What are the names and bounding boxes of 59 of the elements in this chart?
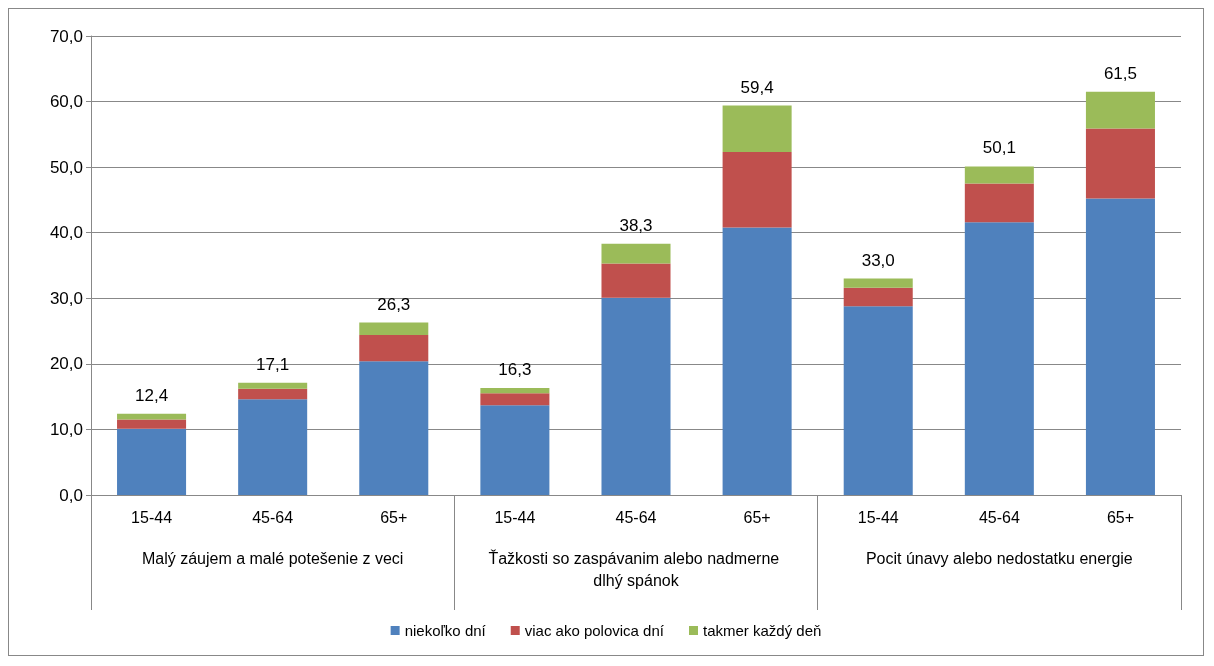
y-tick-label: 20,0 [49, 354, 83, 374]
bar [1085, 198, 1155, 495]
text: Pocit únavy alebo nedostatku energie [865, 549, 1133, 567]
bar [359, 322, 429, 336]
x-tick-label: 65+ [1106, 508, 1135, 526]
total-label: 59,4 [740, 77, 774, 97]
x-tick-label: 15-44 [857, 508, 899, 526]
y-tick-label: 30,0 [49, 288, 83, 308]
bar [359, 361, 429, 495]
x-tick-label: 15-44 [131, 508, 173, 526]
x-tick-label: 15-44 [494, 508, 536, 526]
bar [722, 152, 792, 228]
total-label: 33,0 [861, 250, 895, 270]
bar [238, 388, 308, 400]
bar [117, 419, 187, 429]
bar [843, 287, 913, 307]
bar [480, 405, 550, 495]
bar [964, 166, 1034, 184]
bar [480, 393, 550, 406]
bar [238, 382, 308, 389]
y-tick-label: 0,0 [59, 485, 83, 505]
bar [964, 183, 1034, 223]
bar [843, 306, 913, 495]
text: Ťažkosti so zaspávanim alebo nadmerne dlhý spánok [488, 548, 784, 589]
bar [359, 335, 429, 362]
legend-label: niekoľko dní [404, 622, 487, 639]
bar [964, 222, 1034, 495]
bar [601, 263, 671, 298]
bar [843, 278, 913, 288]
total-label: 16,3 [498, 360, 532, 380]
bar [722, 105, 792, 153]
y-tick-label: 10,0 [49, 419, 83, 439]
total-label: 50,1 [982, 138, 1016, 158]
total-label: 38,3 [619, 215, 653, 235]
legend-label: takmer každý deň [702, 622, 822, 639]
x-tick-label: 65+ [380, 508, 408, 526]
total-label: 17,1 [256, 354, 290, 374]
bar [117, 428, 187, 495]
y-tick-label: 50,0 [49, 157, 83, 177]
legend-label: viac ako polovica dní [524, 622, 665, 639]
y-tick-label: 60,0 [49, 92, 83, 112]
x-tick-label: 45-64 [252, 508, 294, 526]
y-tick-label: 70,0 [49, 26, 83, 46]
bar [1085, 91, 1155, 129]
bar [117, 413, 187, 420]
text: Malý záujem a malé potešenie z veci [141, 549, 404, 567]
bar [601, 243, 671, 264]
bar [238, 399, 308, 495]
bar [1085, 128, 1155, 199]
total-label: 26,3 [377, 294, 411, 314]
bar [722, 227, 792, 495]
x-tick-label: 65+ [743, 508, 771, 526]
total-label: 61,5 [1103, 63, 1137, 83]
x-tick-label: 45-64 [978, 508, 1020, 526]
bar [480, 388, 550, 394]
y-tick-label: 40,0 [49, 223, 83, 243]
total-label: 12,4 [135, 385, 169, 405]
x-tick-label: 45-64 [615, 508, 657, 526]
bar [601, 297, 671, 495]
